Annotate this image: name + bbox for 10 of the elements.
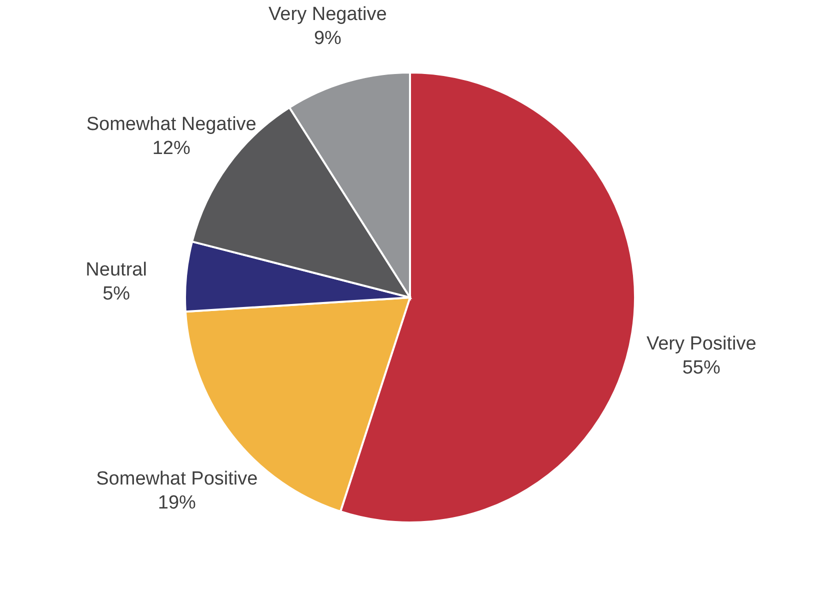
data-label: 12% — [152, 138, 190, 160]
slice-label: Very Positive — [646, 334, 756, 355]
data-label: 55% — [682, 358, 720, 379]
slice-label: Somewhat Negative — [86, 114, 256, 136]
data-label: 5% — [102, 284, 130, 305]
slice-label: Neutral — [86, 260, 147, 281]
slice-label: Somewhat Positive — [96, 468, 258, 490]
data-label: 19% — [158, 492, 196, 514]
slice-label: Very Negative — [268, 4, 387, 26]
data-label: 9% — [314, 28, 342, 50]
